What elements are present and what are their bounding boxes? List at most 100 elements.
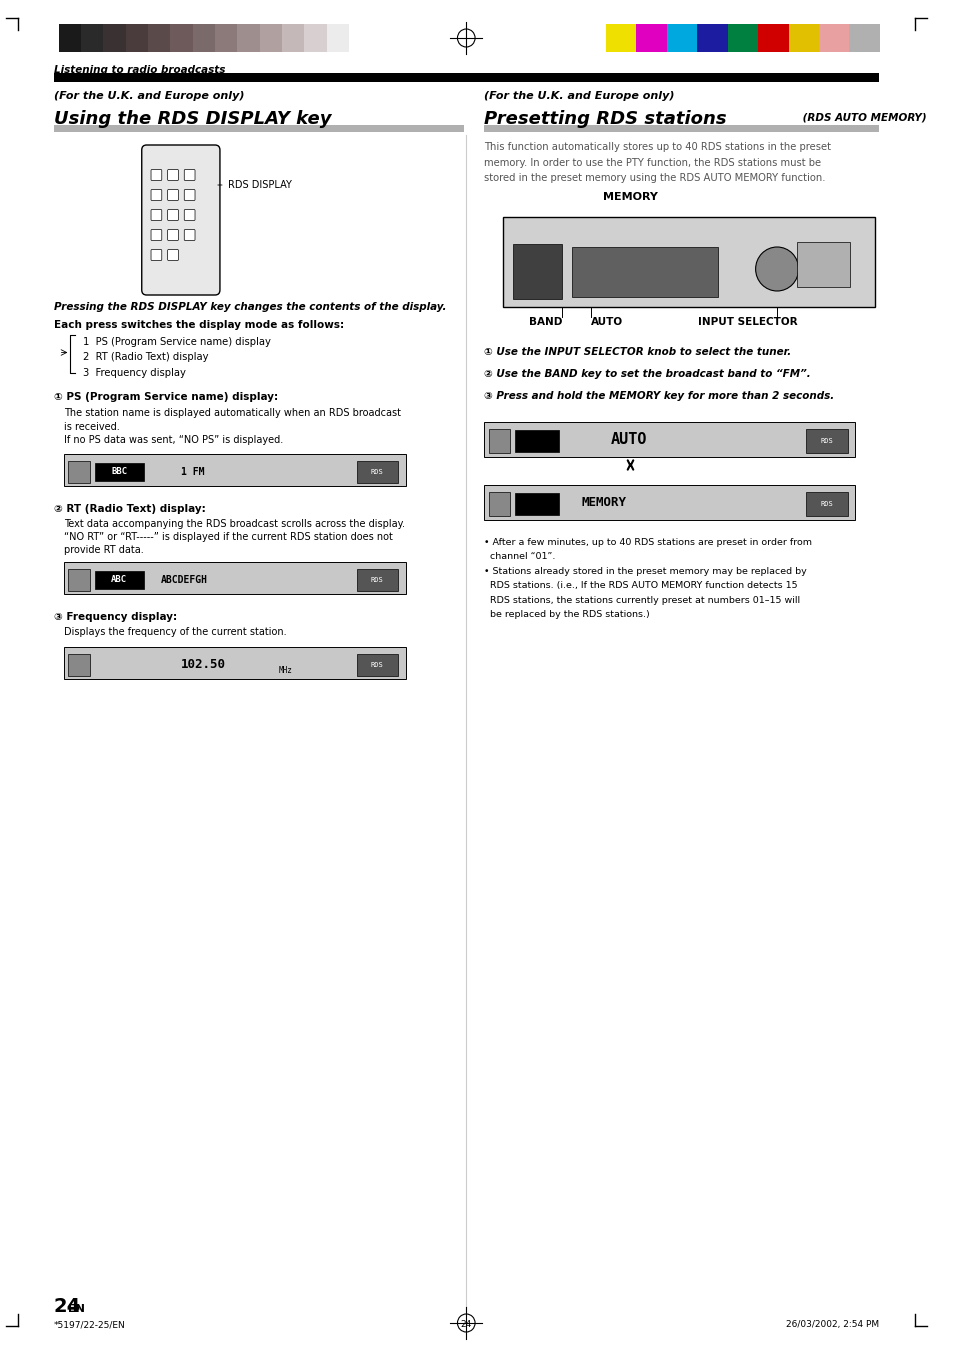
Bar — [788, 24, 818, 51]
Text: RDS: RDS — [371, 577, 383, 584]
Text: stored in the preset memory using the RDS AUTO MEMORY function.: stored in the preset memory using the RD… — [483, 173, 824, 182]
Bar — [805, 492, 846, 516]
Bar — [58, 24, 81, 51]
Bar — [805, 430, 846, 453]
Bar — [356, 569, 397, 590]
Bar — [81, 24, 103, 51]
Bar — [666, 24, 697, 51]
Bar — [94, 571, 144, 589]
FancyBboxPatch shape — [168, 230, 178, 240]
Bar — [171, 24, 193, 51]
Bar — [64, 454, 405, 486]
Text: (For the U.K. and Europe only): (For the U.K. and Europe only) — [53, 91, 244, 101]
FancyBboxPatch shape — [151, 230, 162, 240]
Text: RDS: RDS — [371, 662, 383, 667]
FancyBboxPatch shape — [168, 189, 178, 200]
Text: Presetting RDS stations: Presetting RDS stations — [483, 109, 726, 128]
FancyBboxPatch shape — [184, 209, 194, 220]
Text: ② RT (Radio Text) display:: ② RT (Radio Text) display: — [53, 504, 205, 513]
Text: 2  RT (Radio Text) display: 2 RT (Radio Text) display — [83, 353, 209, 362]
Bar — [282, 24, 304, 51]
Bar — [758, 24, 788, 51]
Bar — [727, 24, 758, 51]
Text: MHz: MHz — [278, 666, 293, 676]
Bar — [513, 245, 561, 299]
FancyBboxPatch shape — [151, 189, 162, 200]
Text: BAND: BAND — [528, 317, 561, 327]
Bar — [304, 24, 327, 51]
Bar — [69, 461, 90, 484]
Bar — [515, 430, 558, 453]
FancyBboxPatch shape — [184, 169, 194, 181]
Bar — [605, 24, 636, 51]
Bar — [503, 218, 874, 307]
Bar — [697, 24, 727, 51]
Text: MEMORY: MEMORY — [602, 192, 658, 203]
Text: Using the RDS DISPLAY key: Using the RDS DISPLAY key — [53, 109, 331, 128]
Text: 24: 24 — [53, 1297, 81, 1316]
Text: AUTO: AUTO — [591, 317, 623, 327]
Text: AUTO: AUTO — [610, 432, 647, 447]
Text: provide RT data.: provide RT data. — [64, 544, 143, 555]
Bar — [636, 24, 666, 51]
Text: RDS stations, the stations currently preset at numbers 01–15 will: RDS stations, the stations currently pre… — [483, 596, 800, 605]
Text: 3  Frequency display: 3 Frequency display — [83, 367, 186, 378]
Text: be replaced by the RDS stations.): be replaced by the RDS stations.) — [483, 611, 649, 620]
Text: ABCDEFGH: ABCDEFGH — [161, 576, 208, 585]
Bar — [193, 24, 214, 51]
Text: Text data accompanying the RDS broadcast scrolls across the display.: Text data accompanying the RDS broadcast… — [64, 519, 404, 530]
Bar — [103, 24, 126, 51]
FancyBboxPatch shape — [168, 169, 178, 181]
Text: If no PS data was sent, “NO PS” is displayed.: If no PS data was sent, “NO PS” is displ… — [64, 435, 282, 444]
FancyBboxPatch shape — [184, 230, 194, 240]
FancyBboxPatch shape — [151, 209, 162, 220]
Bar — [237, 24, 259, 51]
Bar — [483, 485, 855, 520]
Text: (For the U.K. and Europe only): (For the U.K. and Europe only) — [483, 91, 674, 101]
Text: ① Use the INPUT SELECTOR knob to select the tuner.: ① Use the INPUT SELECTOR knob to select … — [483, 347, 790, 357]
Text: channel “01”.: channel “01”. — [483, 553, 555, 562]
FancyBboxPatch shape — [168, 209, 178, 220]
Bar — [69, 569, 90, 590]
Bar — [214, 24, 237, 51]
Text: ① PS (Program Service name) display:: ① PS (Program Service name) display: — [53, 392, 277, 403]
Text: Displays the frequency of the current station.: Displays the frequency of the current st… — [64, 627, 286, 638]
Text: 24: 24 — [460, 1320, 472, 1329]
Text: EN: EN — [69, 1304, 85, 1315]
Text: 1  PS (Program Service name) display: 1 PS (Program Service name) display — [83, 336, 271, 347]
Text: • After a few minutes, up to 40 RDS stations are preset in order from: • After a few minutes, up to 40 RDS stat… — [483, 538, 811, 547]
FancyBboxPatch shape — [151, 250, 162, 261]
Text: The station name is displayed automatically when an RDS broadcast: The station name is displayed automatica… — [64, 408, 400, 417]
Text: “NO RT” or “RT-----” is displayed if the current RDS station does not: “NO RT” or “RT-----” is displayed if the… — [64, 532, 392, 542]
FancyBboxPatch shape — [151, 169, 162, 181]
Bar — [148, 24, 171, 51]
Text: is received.: is received. — [64, 422, 119, 432]
Text: Listening to radio broadcasts: Listening to radio broadcasts — [53, 65, 225, 76]
Text: 1 FM: 1 FM — [181, 467, 204, 477]
Text: RDS stations. (i.e., If the RDS AUTO MEMORY function detects 15: RDS stations. (i.e., If the RDS AUTO MEM… — [483, 581, 797, 590]
Bar — [488, 492, 510, 516]
Bar — [483, 126, 878, 132]
Bar — [356, 461, 397, 484]
Text: ② Use the BAND key to set the broadcast band to “FM”.: ② Use the BAND key to set the broadcast … — [483, 369, 810, 380]
Bar — [796, 242, 849, 286]
Text: ③ Press and hold the MEMORY key for more than 2 seconds.: ③ Press and hold the MEMORY key for more… — [483, 390, 833, 401]
Text: 102.50: 102.50 — [181, 658, 226, 671]
FancyBboxPatch shape — [142, 145, 220, 295]
Bar — [69, 654, 90, 676]
Text: 26/03/2002, 2:54 PM: 26/03/2002, 2:54 PM — [785, 1320, 878, 1329]
Text: (RDS AUTO MEMORY): (RDS AUTO MEMORY) — [798, 112, 925, 122]
Text: ABC: ABC — [112, 576, 127, 585]
Bar — [818, 24, 848, 51]
Bar — [64, 562, 405, 594]
Text: RDS: RDS — [820, 501, 833, 507]
Bar — [94, 463, 144, 481]
Text: This function automatically stores up to 40 RDS stations in the preset: This function automatically stores up to… — [483, 142, 830, 153]
Text: BBC: BBC — [112, 467, 127, 477]
Circle shape — [755, 247, 798, 290]
Bar — [356, 654, 397, 676]
Text: RDS: RDS — [371, 469, 383, 476]
Text: *5197/22-25/EN: *5197/22-25/EN — [53, 1320, 126, 1329]
Bar — [488, 430, 510, 453]
Bar — [515, 493, 558, 515]
